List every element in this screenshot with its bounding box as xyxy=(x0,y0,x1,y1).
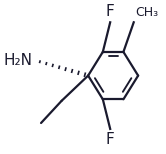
Text: F: F xyxy=(106,4,115,19)
Text: F: F xyxy=(106,132,115,147)
Text: H₂N: H₂N xyxy=(3,53,32,68)
Text: CH₃: CH₃ xyxy=(135,6,158,19)
